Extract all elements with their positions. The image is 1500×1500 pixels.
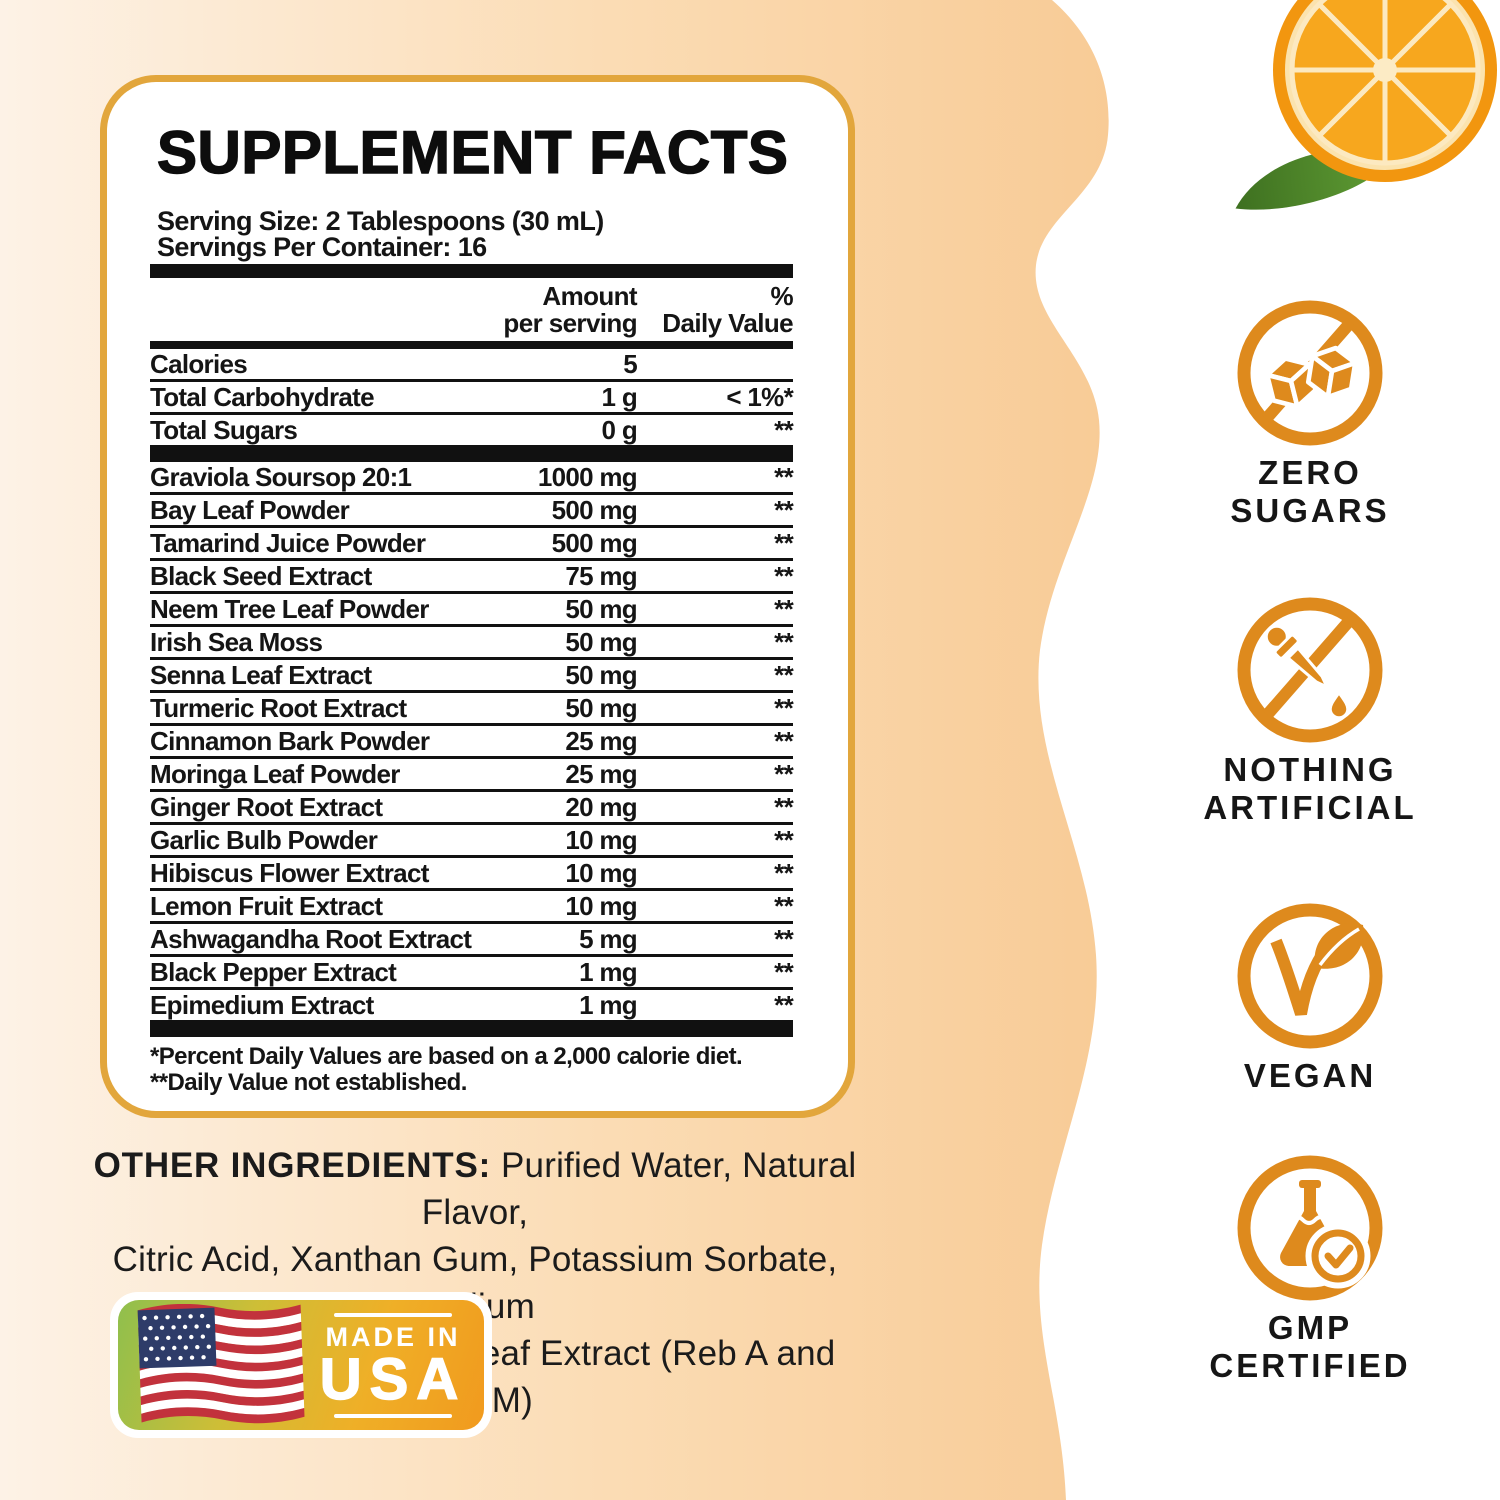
table-row: Moringa Leaf Powder 25 mg ** xyxy=(150,759,794,792)
table-row: Black Pepper Extract 1 mg ** xyxy=(150,957,794,990)
table-row: Graviola Soursop 20:1 1000 mg ** xyxy=(150,462,794,495)
table-row: Garlic Bulb Powder 10 mg ** xyxy=(150,825,794,858)
table-row: Senna Leaf Extract 50 mg ** xyxy=(150,660,794,693)
header-divider-bar xyxy=(150,341,793,349)
flag-canton xyxy=(137,1307,217,1369)
header-amount: Amount per serving xyxy=(503,281,637,338)
made-in-usa-text: MADE IN USA xyxy=(312,1312,474,1418)
table-row: Lemon Fruit Extract 10 mg ** xyxy=(150,891,794,924)
made-in-usa-badge: MADE IN USA xyxy=(110,1292,492,1438)
usa-top-rule xyxy=(334,1312,452,1317)
footnotes: *Percent Daily Values are based on a 2,0… xyxy=(150,1044,793,1096)
orange-slice-photo xyxy=(1235,0,1497,210)
table-row: Epimedium Extract 1 mg ** xyxy=(150,990,794,1023)
section-divider-bar xyxy=(150,448,793,462)
usa-bottom-rule xyxy=(334,1413,452,1418)
other-ingredients-line1: OTHER INGREDIENTS: Purified Water, Natur… xyxy=(93,1146,857,1232)
table-row: Cinnamon Bark Powder 25 mg ** xyxy=(150,726,794,759)
badge-vegan: VEGAN xyxy=(1120,901,1500,1095)
supplement-facts-panel: SUPPLEMENT FACTS Serving Size: 2 Tablesp… xyxy=(100,75,855,1118)
no-sugar-cubes-icon xyxy=(1237,300,1383,446)
badge-nothing-artificial: NOTHING ARTIFICIAL xyxy=(1120,595,1500,827)
badge-label: ZERO SUGARS xyxy=(1230,454,1390,529)
header-daily-value: % Daily Value xyxy=(662,281,793,338)
table-row: Irish Sea Moss 50 mg ** xyxy=(150,627,794,660)
table-row: Total Carbohydrate 1 g < 1%* xyxy=(150,382,794,415)
usa-label: USA xyxy=(319,1346,467,1412)
badge-gmp-certified: GMP CERTIFIED xyxy=(1120,1153,1500,1385)
badge-label: VEGAN xyxy=(1243,1057,1377,1094)
table-row: Black Seed Extract 75 mg ** xyxy=(150,561,794,594)
ingredient-rows: Graviola Soursop 20:1 1000 mg ** Bay Leaf P… xyxy=(150,462,794,1023)
table-row: Calories 5 xyxy=(150,349,793,382)
table-row: Hibiscus Flower Extract 10 mg ** xyxy=(150,858,794,891)
badge-zero-sugars: ZERO SUGARS xyxy=(1120,298,1500,530)
footnote-dv-not-established: **Daily Value not established. xyxy=(150,1069,467,1096)
servings-per-container-text: Servings Per Container: 16 xyxy=(157,232,487,262)
footnote-percent-dv: *Percent Daily Values are based on a 2,0… xyxy=(150,1043,743,1070)
badge-label: GMP CERTIFIED xyxy=(1209,1309,1411,1384)
made-in-label: MADE IN xyxy=(325,1321,461,1352)
table-row: Ashwagandha Root Extract 5 mg ** xyxy=(150,924,794,957)
gmp-flask-check-icon xyxy=(1237,1155,1383,1301)
table-row: Turmeric Root Extract 50 mg ** xyxy=(150,693,794,726)
table-bottom-bar xyxy=(150,1023,793,1037)
macro-rows: Calories 5 Total Carbohydrate 1 g < 1%* Total… xyxy=(150,349,794,448)
serving-size-text: Serving Size: 2 Tablespoons (30 mL) xyxy=(157,206,604,236)
orange-fruit xyxy=(1273,0,1497,182)
header-spacer xyxy=(150,283,477,337)
badge-label: NOTHING ARTIFICIAL xyxy=(1203,751,1417,826)
vegan-leaf-check-icon xyxy=(1237,903,1383,1049)
facts-table: Amount per serving % Daily Value Calorie… xyxy=(150,264,794,1096)
table-row: Neem Tree Leaf Powder 50 mg ** xyxy=(150,594,794,627)
table-row: Tamarind Juice Powder 500 mg ** xyxy=(150,528,794,561)
table-top-bar xyxy=(150,264,793,278)
other-ingredients-label: OTHER INGREDIENTS: xyxy=(93,1146,492,1185)
panel-title: SUPPLEMENT FACTS xyxy=(156,119,789,186)
table-row: Bay Leaf Powder 500 mg ** xyxy=(150,495,794,528)
table-row: Ginger Root Extract 20 mg ** xyxy=(150,792,794,825)
made-in-usa-inner: MADE IN USA xyxy=(118,1300,484,1430)
usa-flag-icon xyxy=(137,1304,305,1424)
table-row: Total Sugars 0 g ** xyxy=(150,415,794,448)
no-dropper-icon xyxy=(1237,597,1383,743)
table-header-row: Amount per serving % Daily Value xyxy=(150,278,793,341)
